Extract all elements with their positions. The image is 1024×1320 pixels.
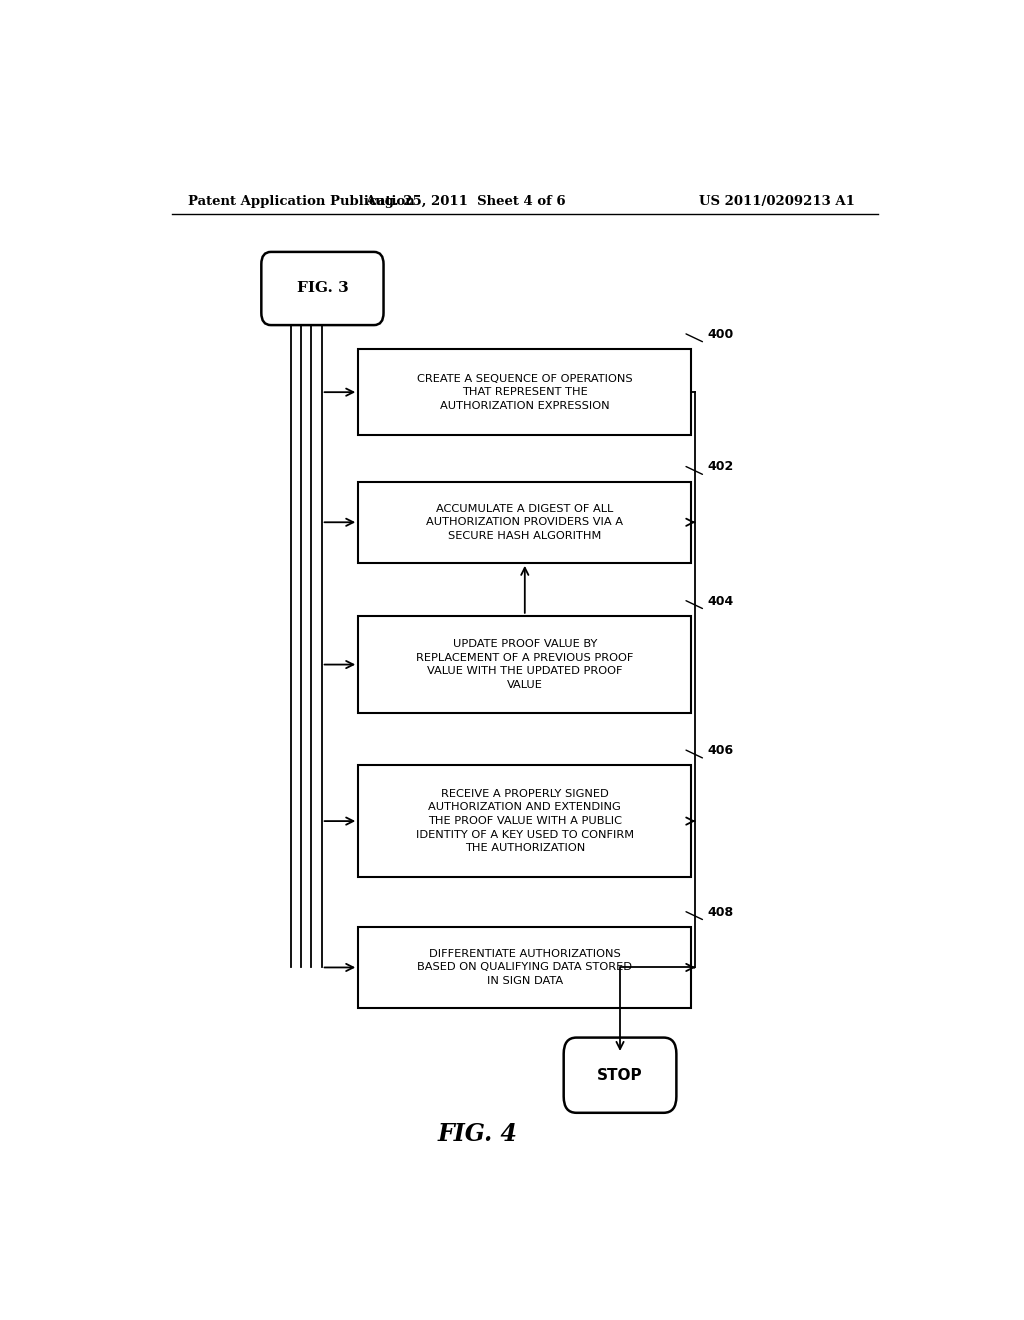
Text: Patent Application Publication: Patent Application Publication bbox=[187, 194, 415, 207]
Text: DIFFERENTIATE AUTHORIZATIONS
BASED ON QUALIFYING DATA STORED
IN SIGN DATA: DIFFERENTIATE AUTHORIZATIONS BASED ON QU… bbox=[418, 949, 632, 986]
Text: 406: 406 bbox=[708, 744, 733, 758]
Text: RECEIVE A PROPERLY SIGNED
AUTHORIZATION AND EXTENDING
THE PROOF VALUE WITH A PUB: RECEIVE A PROPERLY SIGNED AUTHORIZATION … bbox=[416, 789, 634, 853]
FancyBboxPatch shape bbox=[358, 927, 691, 1008]
FancyBboxPatch shape bbox=[358, 482, 691, 562]
Text: Aug. 25, 2011  Sheet 4 of 6: Aug. 25, 2011 Sheet 4 of 6 bbox=[365, 194, 565, 207]
Text: FIG. 4: FIG. 4 bbox=[437, 1122, 517, 1146]
FancyBboxPatch shape bbox=[261, 252, 384, 325]
Text: UPDATE PROOF VALUE BY
REPLACEMENT OF A PREVIOUS PROOF
VALUE WITH THE UPDATED PRO: UPDATE PROOF VALUE BY REPLACEMENT OF A P… bbox=[416, 639, 634, 690]
Text: 404: 404 bbox=[708, 594, 733, 607]
Text: STOP: STOP bbox=[597, 1068, 643, 1082]
Text: 402: 402 bbox=[708, 461, 733, 474]
FancyBboxPatch shape bbox=[358, 766, 691, 876]
Text: FIG. 3: FIG. 3 bbox=[297, 281, 348, 296]
Text: CREATE A SEQUENCE OF OPERATIONS
THAT REPRESENT THE
AUTHORIZATION EXPRESSION: CREATE A SEQUENCE OF OPERATIONS THAT REP… bbox=[417, 374, 633, 411]
Text: US 2011/0209213 A1: US 2011/0209213 A1 bbox=[699, 194, 855, 207]
Text: 408: 408 bbox=[708, 906, 733, 919]
FancyBboxPatch shape bbox=[358, 348, 691, 436]
FancyBboxPatch shape bbox=[358, 615, 691, 713]
FancyBboxPatch shape bbox=[563, 1038, 677, 1113]
Text: 400: 400 bbox=[708, 327, 733, 341]
Text: ACCUMULATE A DIGEST OF ALL
AUTHORIZATION PROVIDERS VIA A
SECURE HASH ALGORITHM: ACCUMULATE A DIGEST OF ALL AUTHORIZATION… bbox=[426, 504, 624, 541]
